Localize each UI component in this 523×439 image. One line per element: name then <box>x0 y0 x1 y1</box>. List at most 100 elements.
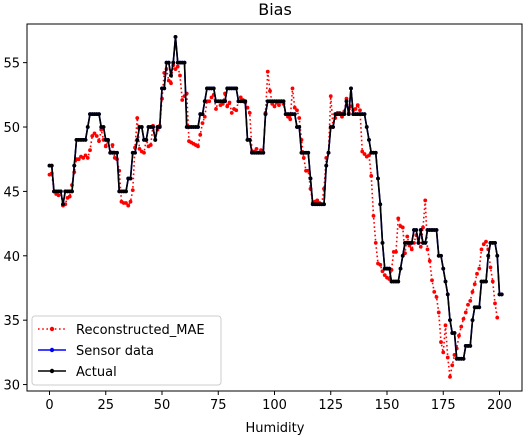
point-actual-116 <box>308 176 313 181</box>
point-reconstructed-mae-199 <box>495 315 500 320</box>
chart-title: Bias <box>258 0 292 19</box>
point-reconstructed-mae-176 <box>443 323 448 328</box>
point-reconstructed-mae-57 <box>175 64 180 69</box>
x-tick-label-200: 200 <box>487 398 512 413</box>
point-reconstructed-mae-145 <box>373 241 378 245</box>
point-reconstructed-mae-53 <box>166 78 171 83</box>
point-reconstructed-mae-111 <box>297 116 302 120</box>
point-actual-122 <box>322 202 326 207</box>
series-line-sensor-data <box>49 36 502 360</box>
point-reconstructed-mae-92 <box>254 147 259 151</box>
point-reconstructed-mae-168 <box>425 247 430 252</box>
point-reconstructed-mae-184 <box>461 316 466 321</box>
point-reconstructed-mae-58 <box>178 73 182 78</box>
point-reconstructed-mae-28 <box>110 143 115 147</box>
point-reconstructed-mae-138 <box>358 108 362 113</box>
point-actual-56 <box>173 34 178 39</box>
point-actual-47 <box>153 137 158 142</box>
point-reconstructed-mae-169 <box>427 259 432 263</box>
point-actual-51 <box>162 86 167 91</box>
point-reconstructed-mae-143 <box>369 174 374 178</box>
point-actual-177 <box>445 292 450 297</box>
point-reconstructed-mae-72 <box>209 95 214 100</box>
point-reconstructed-mae-190 <box>475 271 479 276</box>
point-reconstructed-mae-177 <box>445 355 450 360</box>
point-reconstructed-mae-191 <box>477 266 482 271</box>
point-reconstructed-mae-68 <box>200 121 205 126</box>
x-tick-label-100: 100 <box>262 398 287 413</box>
point-actual-146 <box>376 176 380 181</box>
point-reconstructed-mae-34 <box>124 201 128 205</box>
point-reconstructed-mae-142 <box>367 153 371 158</box>
point-actual-161 <box>409 241 414 245</box>
point-actual-134 <box>349 86 353 91</box>
point-reconstructed-mae-40 <box>137 147 142 151</box>
point-reconstructed-mae-197 <box>490 279 495 284</box>
point-actual-147 <box>378 202 383 207</box>
point-reconstructed-mae-109 <box>292 105 297 110</box>
point-actual-30 <box>115 150 119 155</box>
point-reconstructed-mae-25 <box>103 144 108 149</box>
point-reconstructed-mae-161 <box>409 247 414 252</box>
point-actual-78 <box>223 99 227 104</box>
point-actual-156 <box>398 266 403 271</box>
point-reconstructed-mae-174 <box>439 340 443 344</box>
legend-marker-sensor-data <box>49 347 55 353</box>
point-reconstructed-mae-56 <box>173 67 178 71</box>
point-reconstructed-mae-172 <box>434 295 439 299</box>
point-actual-22 <box>97 112 101 117</box>
y-tick-label-45: 45 <box>3 185 20 200</box>
point-actual-104 <box>281 99 286 104</box>
point-actual-36 <box>128 176 133 181</box>
x-tick-label-175: 175 <box>431 398 456 413</box>
x-tick-label-0: 0 <box>45 398 53 413</box>
point-reconstructed-mae-22 <box>97 139 101 144</box>
point-reconstructed-mae-83 <box>234 108 239 113</box>
point-reconstructed-mae-13 <box>76 157 81 162</box>
point-reconstructed-mae-102 <box>277 103 281 108</box>
point-reconstructed-mae-154 <box>394 250 398 254</box>
y-tick-label-55: 55 <box>3 57 20 72</box>
point-actual-145 <box>373 150 378 155</box>
point-reconstructed-mae-193 <box>481 242 486 247</box>
point-actual-194 <box>484 279 488 284</box>
point-reconstructed-mae-194 <box>484 239 488 244</box>
point-actual-43 <box>144 137 149 142</box>
point-actual-17 <box>85 125 90 129</box>
point-reconstructed-mae-59 <box>180 98 185 102</box>
point-actual-184 <box>461 356 466 361</box>
point-reconstructed-mae-36 <box>128 199 133 204</box>
point-actual-1 <box>49 163 54 168</box>
point-reconstructed-mae-42 <box>142 150 146 155</box>
point-actual-187 <box>468 344 473 348</box>
point-reconstructed-mae-39 <box>135 116 140 120</box>
point-reconstructed-mae-149 <box>382 273 387 278</box>
point-reconstructed-mae-198 <box>493 301 497 306</box>
point-actual-172 <box>434 228 439 232</box>
point-reconstructed-mae-125 <box>328 94 333 99</box>
point-reconstructed-mae-175 <box>441 350 446 355</box>
point-reconstructed-mae-9 <box>67 194 72 199</box>
point-actual-142 <box>367 137 371 142</box>
point-reconstructed-mae-18 <box>88 148 92 153</box>
point-actual-188 <box>470 318 475 323</box>
point-reconstructed-mae-166 <box>421 225 425 230</box>
point-reconstructed-mae-107 <box>288 117 293 122</box>
point-reconstructed-mae-100 <box>272 104 277 109</box>
point-reconstructed-mae-69 <box>202 114 207 119</box>
point-actual-5 <box>58 189 63 194</box>
point-reconstructed-mae-136 <box>353 107 358 111</box>
point-reconstructed-mae-80 <box>227 100 232 105</box>
point-actual-87 <box>243 99 248 104</box>
point-actual-131 <box>342 112 347 117</box>
point-actual-66 <box>196 125 200 129</box>
point-reconstructed-mae-119 <box>315 198 320 203</box>
point-reconstructed-mae-79 <box>225 104 230 109</box>
point-actual-6 <box>61 202 65 207</box>
point-reconstructed-mae-108 <box>290 86 295 91</box>
point-actual-140 <box>362 112 367 117</box>
point-reconstructed-mae-21 <box>94 134 99 138</box>
point-reconstructed-mae-71 <box>207 99 212 104</box>
x-tick-label-50: 50 <box>154 398 171 413</box>
point-reconstructed-mae-159 <box>405 234 410 239</box>
